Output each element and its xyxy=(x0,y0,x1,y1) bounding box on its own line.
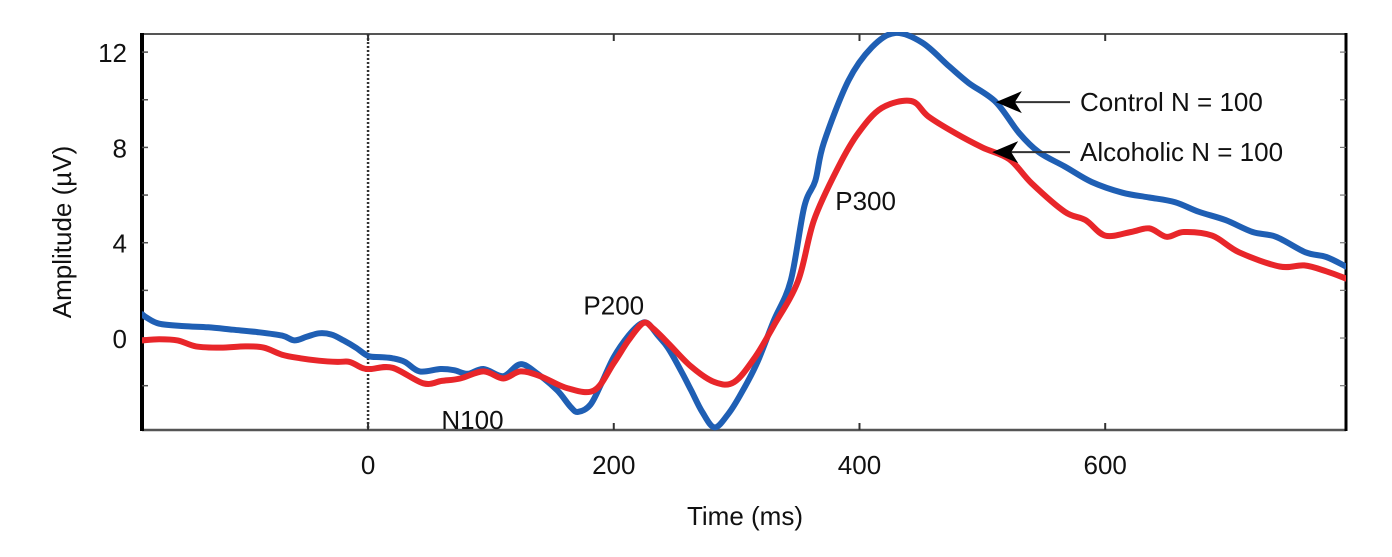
y-tick-label: 8 xyxy=(113,133,127,163)
annotation-n100: N100 xyxy=(441,405,503,435)
legend-arrow-head-icon xyxy=(995,91,1022,114)
annotation-p200: P200 xyxy=(583,291,644,321)
y-tick-label: 0 xyxy=(113,324,127,354)
x-tick-label: 600 xyxy=(1084,450,1127,480)
legend-arrow-head-icon xyxy=(992,141,1019,164)
y-tick-label: 4 xyxy=(113,229,127,259)
x-tick-label: 0 xyxy=(361,450,375,480)
annotation-p300: P300 xyxy=(835,186,896,216)
series-layer xyxy=(142,32,1346,431)
annotations: N100 P200 P300 xyxy=(441,186,896,435)
x-tick-label: 400 xyxy=(838,450,881,480)
x-axis-label: Time (ms) xyxy=(687,501,803,531)
legend-label-control: Control N = 100 xyxy=(1080,87,1263,117)
axis-ticks: 0 200 400 600 0 4 8 12 xyxy=(98,34,1346,480)
series-alcoholic-line xyxy=(142,97,1346,396)
y-axis-label: Amplitude (µV) xyxy=(47,146,77,318)
legend: Control N = 100 Alcoholic N = 100 xyxy=(992,87,1283,167)
x-tick-label: 200 xyxy=(592,450,635,480)
y-tick-label: 12 xyxy=(98,38,127,68)
legend-label-alcoholic: Alcoholic N = 100 xyxy=(1080,137,1283,167)
